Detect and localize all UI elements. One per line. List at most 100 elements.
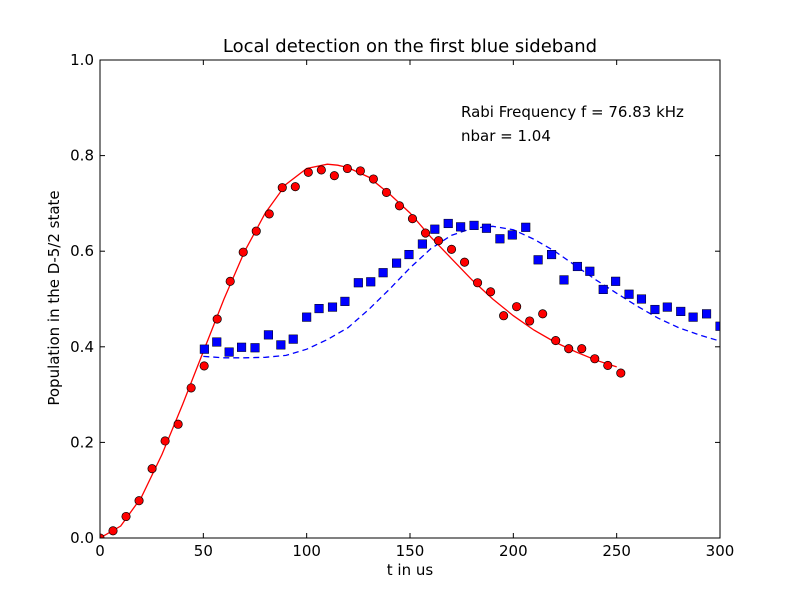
red-data-point: [486, 287, 496, 297]
blue-data-point: [353, 278, 363, 288]
blue-data-point: [224, 347, 234, 357]
red-data-point: [525, 316, 535, 326]
red-data-point: [108, 526, 118, 536]
blue-data-point: [676, 306, 686, 316]
y-axis-ticks: 0.0 0.2 0.4 0.6 0.8 1.0: [70, 51, 720, 547]
x-tick-label: 50: [194, 542, 213, 560]
blue-data-point: [521, 222, 531, 232]
blue-data-point: [366, 277, 376, 287]
red-data-point: [121, 511, 131, 522]
red-data-point: [368, 174, 378, 184]
solid-fit-line-2: [100, 163, 617, 538]
blue-data-point: [572, 261, 582, 272]
blue-data-point: [547, 249, 557, 260]
blue-data-point: [237, 342, 247, 352]
y-tick-label: 0.6: [70, 242, 94, 260]
y-tick-label: 0.4: [70, 338, 94, 356]
blue-data-point: [507, 230, 517, 240]
x-tick-label: 100: [292, 542, 321, 560]
red-data-point: [199, 361, 209, 371]
blue-data-point: [288, 334, 298, 344]
blue-data-point: [340, 296, 350, 306]
y-axis-label: Population in the D-5/2 state: [45, 190, 63, 405]
nbar-annotation: nbar = 1.04: [461, 127, 551, 145]
red-data-point: [238, 247, 248, 257]
x-axis-ticks: 0 50 100 150 200 250 300: [95, 60, 734, 560]
blue-data-point: [443, 218, 453, 229]
blue-data-point: [662, 302, 672, 312]
chart-title: Local detection on the first blue sideba…: [223, 36, 597, 57]
blue-data-point: [314, 304, 324, 314]
red-data-point: [342, 163, 352, 174]
red-data-point: [433, 236, 444, 246]
y-tick-label: 0.8: [70, 147, 94, 165]
red-data-point: [590, 354, 600, 364]
red-data-point: [329, 171, 339, 181]
blue-data-point: [302, 312, 312, 322]
red-data-point: [407, 214, 418, 224]
red-data-point: [564, 344, 574, 354]
red-data-point: [394, 201, 405, 211]
red-data-point: [186, 383, 196, 393]
blue-data-point: [611, 276, 621, 286]
red-data-point: [251, 226, 261, 236]
dashed-fit-line-3: [203, 225, 720, 359]
plot-frame: [99, 59, 721, 539]
red-data-point: [381, 187, 391, 197]
red-data-point: [290, 182, 300, 192]
x-tick-label: 0: [95, 542, 105, 560]
x-tick-label: 200: [499, 542, 528, 560]
red-data-point: [603, 360, 613, 370]
blue-data-point: [469, 220, 479, 230]
rabi-frequency-annotation: Rabi Frequency f = 76.83 kHz: [461, 103, 684, 121]
red-data-point: [473, 278, 483, 288]
x-tick-label: 300: [706, 542, 735, 560]
x-axis-label: t in us: [387, 561, 434, 579]
blue-data-point: [250, 343, 260, 353]
x-tick-label: 150: [396, 542, 425, 560]
red-data-point: [446, 244, 457, 254]
blue-data-point: [327, 302, 338, 312]
red-data-point: [616, 368, 626, 378]
blue-data-point: [624, 289, 634, 299]
y-tick-label: 0.0: [70, 529, 94, 547]
blue-data-point: [585, 266, 595, 276]
blue-data-point: [263, 330, 273, 340]
blue-data-point: [702, 309, 712, 319]
blue-data-point: [212, 337, 222, 347]
red-data-point: [147, 464, 157, 474]
blue-data-point: [199, 344, 209, 354]
blue-data-point: [276, 340, 286, 350]
blue-data-point: [688, 312, 698, 322]
red-data-point: [264, 209, 274, 219]
blue-data-point: [481, 223, 492, 233]
red-data-point: [499, 311, 509, 321]
red-data-point: [460, 257, 470, 267]
red-data-point: [212, 314, 222, 324]
red-data-point: [303, 167, 313, 177]
red-data-point: [420, 228, 431, 238]
blue-data-point: [495, 234, 505, 244]
blue-data-point: [559, 275, 569, 285]
red-data-point: [551, 336, 561, 346]
blue-data-point: [392, 258, 402, 268]
red-data-point: [316, 165, 326, 175]
red-data-point: [538, 309, 548, 319]
red-data-point: [134, 496, 144, 506]
blue-data-point: [417, 239, 427, 249]
red-data-point: [225, 276, 235, 286]
blue-data-point: [598, 284, 608, 294]
blue-data-point: [636, 294, 647, 304]
blue-data-point: [404, 249, 414, 260]
red-data-point: [577, 344, 587, 354]
y-tick-label: 0.2: [70, 433, 94, 451]
x-tick-label: 250: [602, 542, 631, 560]
blue-data-point: [378, 268, 388, 278]
plot-area: [100, 163, 720, 538]
red-data-point: [173, 419, 183, 429]
blue-data-point: [650, 304, 660, 315]
blue-data-point: [715, 321, 720, 331]
red-data-point: [160, 436, 170, 446]
blue-data-point: [533, 255, 543, 265]
